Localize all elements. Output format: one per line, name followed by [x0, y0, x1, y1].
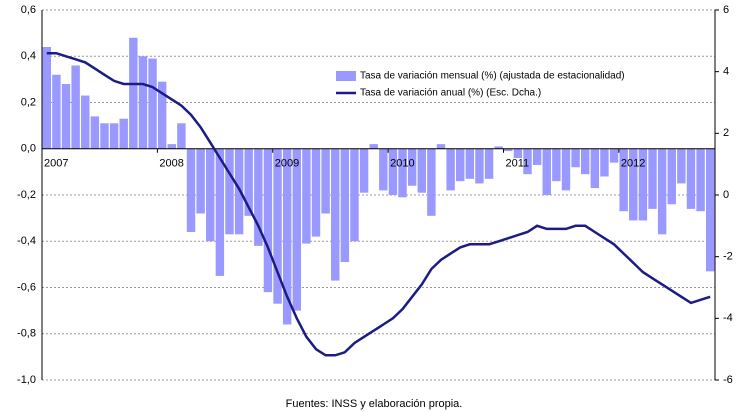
bar	[667, 148, 676, 205]
x-tick-label: 2008	[159, 158, 183, 170]
bar	[686, 148, 696, 209]
bar	[369, 144, 378, 149]
bar	[427, 148, 436, 216]
bar	[417, 148, 426, 193]
bar	[494, 146, 503, 149]
bar	[581, 148, 590, 175]
bar	[436, 144, 446, 149]
bar	[311, 148, 321, 237]
y2-tick-label: -2	[723, 251, 733, 263]
bar	[609, 148, 619, 163]
bar	[244, 148, 253, 216]
bar	[282, 148, 292, 325]
bar	[148, 58, 157, 149]
bar	[657, 148, 667, 235]
bar	[629, 148, 638, 221]
bar	[215, 148, 225, 276]
bar	[109, 123, 119, 149]
x-tick-label: 2007	[44, 158, 68, 170]
bar	[42, 47, 52, 149]
bar	[119, 118, 128, 149]
y2-tick-label: -4	[723, 312, 733, 324]
y2-tick-label: 4	[723, 66, 729, 78]
bar	[407, 148, 417, 186]
bar	[321, 148, 330, 214]
legend-label: Tasa de variación anual (%) (Esc. Dcha.)	[360, 88, 541, 99]
x-tick-label: 2010	[390, 158, 414, 170]
bar	[196, 148, 205, 214]
bar	[696, 148, 705, 212]
bar	[475, 148, 484, 184]
y2-tick-label: 2	[723, 127, 729, 139]
bar	[600, 148, 609, 177]
bar	[705, 148, 715, 272]
bar	[513, 148, 523, 158]
bar	[456, 148, 465, 182]
bar	[388, 148, 398, 195]
bar	[225, 148, 234, 235]
line	[46, 51, 711, 357]
bar	[677, 148, 686, 184]
legend-label: Tasa de variación mensual (%) (ajustada …	[360, 71, 625, 82]
bar	[81, 95, 90, 149]
y-tick-label: -0,4	[17, 235, 36, 247]
bar	[302, 148, 311, 244]
bar	[379, 148, 388, 191]
y-tick-label: 0,0	[21, 143, 36, 155]
bar	[71, 65, 80, 149]
bar	[331, 148, 340, 281]
bar	[552, 148, 561, 182]
bar	[186, 148, 196, 232]
bar	[350, 148, 359, 242]
bar	[157, 81, 167, 149]
y2-tick-label: 6	[723, 4, 729, 16]
x-tick-label: 2009	[275, 158, 299, 170]
bar	[590, 148, 600, 189]
y-tick-label: 0,4	[21, 50, 36, 62]
bar	[523, 148, 532, 175]
bar	[167, 144, 176, 149]
bar	[90, 116, 100, 149]
bar	[504, 148, 513, 152]
bar	[100, 123, 109, 149]
y-tick-label: -0,2	[17, 189, 36, 201]
y-tick-label: -1,0	[17, 374, 36, 386]
bar	[129, 37, 138, 149]
bar	[484, 148, 494, 179]
y-tick-label: -0,8	[17, 328, 36, 340]
legend-swatch	[336, 71, 356, 81]
bar	[340, 148, 350, 263]
bar	[273, 148, 282, 304]
bar	[234, 148, 244, 235]
bar	[398, 148, 407, 198]
bar	[263, 148, 273, 293]
bar	[638, 148, 648, 221]
bar	[359, 148, 369, 193]
y-tick-label: -0,6	[17, 281, 36, 293]
bar	[465, 148, 475, 179]
bar	[138, 56, 148, 149]
x-tick-label: 2011	[505, 158, 529, 170]
bar	[292, 148, 301, 311]
bar	[619, 148, 628, 212]
x-tick-label: 2012	[621, 158, 645, 170]
bar	[61, 84, 71, 149]
bar	[532, 148, 542, 165]
bar	[571, 148, 580, 168]
y2-tick-label: 0	[723, 189, 729, 201]
bar	[561, 148, 571, 191]
bar	[177, 123, 186, 149]
bar	[254, 148, 263, 246]
bar	[52, 74, 61, 149]
y-tick-label: 0,2	[21, 96, 36, 108]
bar	[206, 148, 215, 242]
bar	[648, 148, 657, 209]
source-note: Fuentes: INSS y elaboración propia.	[286, 398, 463, 410]
bar	[542, 148, 551, 195]
bar	[446, 148, 455, 191]
y2-tick-label: -6	[723, 374, 733, 386]
y-tick-label: 0,6	[21, 4, 36, 16]
